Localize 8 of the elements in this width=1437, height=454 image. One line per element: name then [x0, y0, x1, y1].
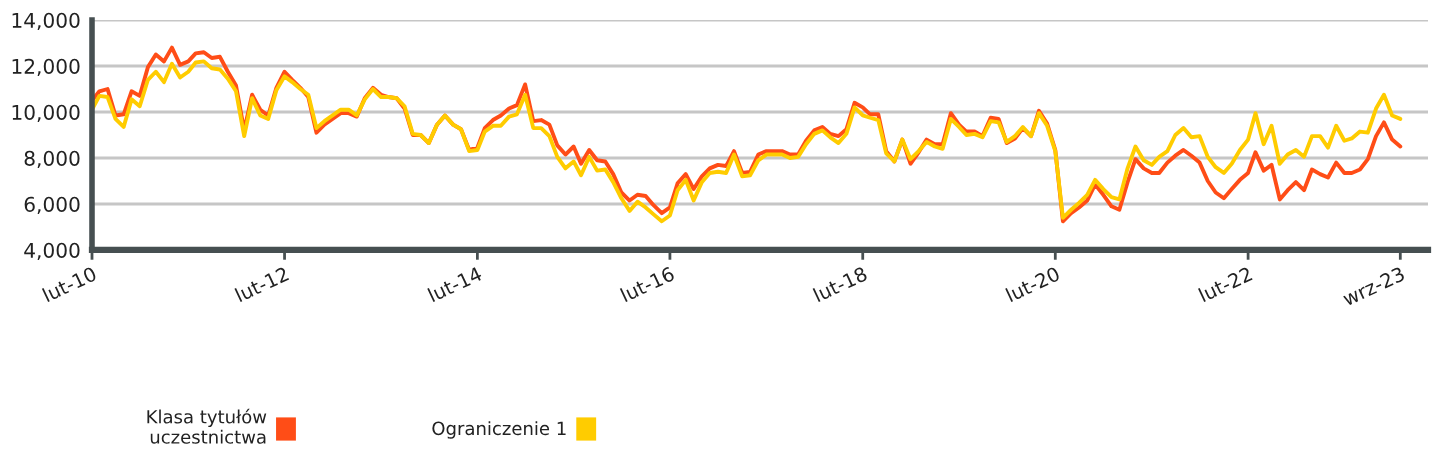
y-tick-label: 8,000: [24, 150, 80, 168]
legend-label: Klasa tytułów uczestnictwa: [147, 408, 267, 444]
y-tick-label: 14,000: [12, 12, 80, 30]
y-tick-label: 6,000: [24, 196, 80, 214]
y-tick-label: 12,000: [12, 58, 80, 76]
legend-label: Ograniczenie 1: [432, 421, 566, 439]
y-tick-label: 4,000: [24, 242, 80, 260]
y-tick-label: 10,000: [12, 104, 80, 122]
